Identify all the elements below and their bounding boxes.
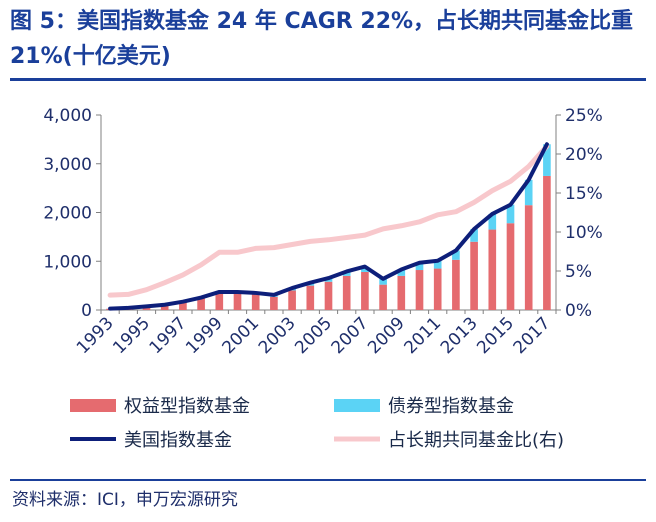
right-tick-label: 10% [565, 223, 603, 243]
x-tick-label: 2011 [401, 313, 446, 358]
equity-bar [270, 296, 278, 310]
bond-bar [379, 278, 387, 285]
equity-bar [543, 175, 551, 310]
legend-label: 债券型指数基金 [388, 396, 514, 417]
equity-bar [433, 268, 442, 310]
equity-bar [179, 302, 187, 310]
equity-bar [506, 223, 515, 310]
equity-bar [342, 275, 351, 310]
equity-bar [324, 281, 333, 310]
x-tick-label: 2017 [510, 313, 555, 358]
bond-bar [524, 179, 533, 206]
bond-bar [415, 262, 424, 271]
x-tick-label: 1995 [109, 313, 154, 358]
right-tick-label: 25% [565, 106, 603, 126]
bond-bar [342, 271, 351, 276]
equity-bar [524, 205, 533, 310]
x-tick-label: 2005 [291, 313, 336, 358]
equity-bar [160, 305, 169, 310]
source-rule [10, 479, 646, 481]
source-note: 资料来源：ICI，申万宏源研究 [12, 490, 238, 510]
bond-bar [506, 204, 515, 224]
equity-bar [488, 229, 497, 310]
x-tick-label: 1997 [146, 313, 191, 358]
figure-title: 图 5：美国指数基金 24 年 CAGR 22%，占长期共同基金比重 21%(十… [10, 9, 634, 69]
total-index-fund-line [108, 142, 549, 311]
x-tick-label: 2007 [328, 313, 373, 358]
equity-bar [361, 271, 369, 310]
bond-bar [488, 213, 497, 230]
equity-bar [251, 294, 260, 310]
legend-label: 权益型指数基金 [124, 396, 250, 417]
left-tick-label: 0 [81, 301, 92, 321]
legend-swatch [70, 399, 116, 412]
bond-bar [470, 229, 478, 242]
x-tick-label: 2013 [437, 313, 482, 358]
legend-swatch [334, 399, 380, 412]
x-tick-label: 2015 [473, 313, 518, 358]
x-tick-label: 2003 [255, 313, 300, 358]
x-tick-label: 1999 [182, 313, 227, 358]
left-tick-label: 3,000 [43, 155, 92, 175]
right-tick-label: 0% [565, 301, 592, 321]
right-tick-label: 5% [565, 262, 592, 282]
equity-bar [197, 298, 205, 310]
right-tick-label: 20% [565, 145, 603, 165]
equity-bar [415, 270, 424, 310]
equity-bar [215, 292, 224, 310]
x-tick-label: 2001 [219, 313, 264, 358]
left-tick-label: 1,000 [43, 252, 92, 272]
equity-bar [470, 241, 478, 310]
left-tick-label: 2,000 [43, 204, 92, 224]
bond-bar [433, 260, 442, 269]
bond-bar [543, 144, 551, 176]
bond-bar [452, 250, 460, 260]
bond-bar [361, 266, 369, 272]
equity-bar [452, 259, 460, 310]
equity-bar [306, 285, 315, 310]
equity-bar [379, 284, 387, 310]
right-tick-label: 15% [565, 184, 603, 204]
bond-bar [397, 269, 406, 276]
title-rule [10, 78, 646, 81]
share-line [107, 143, 550, 298]
equity-bar [233, 292, 242, 310]
legend-label: 占长期共同基金比(右) [388, 430, 564, 451]
left-tick-label: 4,000 [43, 106, 92, 126]
x-tick-label: 2009 [364, 313, 409, 358]
x-tick-label: 1993 [73, 313, 118, 358]
equity-bar [288, 290, 296, 310]
equity-bar [397, 275, 406, 310]
legend-label: 美国指数基金 [124, 430, 232, 451]
